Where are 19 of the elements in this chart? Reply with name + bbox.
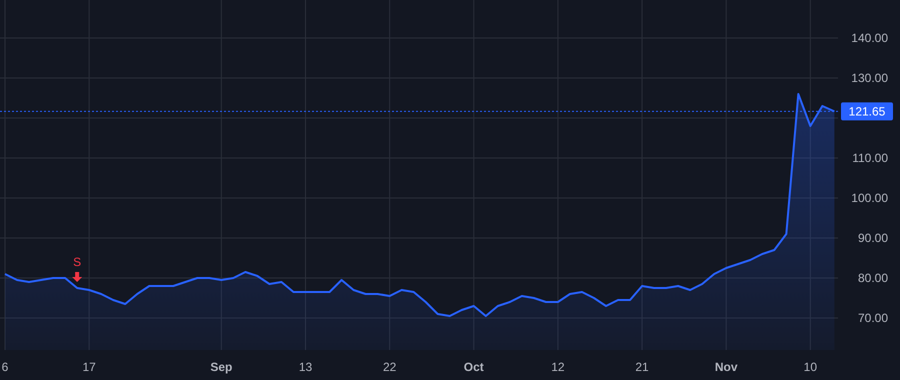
x-tick-label: Oct [464, 360, 484, 374]
y-tick-label: 130.00 [851, 71, 888, 86]
y-tick-label: 90.00 [858, 231, 888, 246]
y-tick-label: 70.00 [858, 311, 888, 326]
y-tick-label: 110.00 [852, 151, 888, 166]
x-tick-label: 10 [804, 360, 818, 374]
x-tick-label: Sep [210, 360, 232, 374]
y-tick-label: 140.00 [851, 31, 888, 46]
x-tick-label: 22 [382, 360, 397, 374]
ref-line-label: 121.65 [848, 104, 886, 119]
y-tick-label: 100.00 [851, 191, 888, 206]
x-tick-label: 6 [2, 360, 9, 374]
x-tick-label: 12 [551, 360, 565, 374]
x-tick-label: 13 [298, 360, 312, 374]
x-tick-label: 21 [635, 360, 650, 374]
x-tick-label: 17 [82, 360, 96, 374]
y-tick-label: 80.00 [858, 271, 888, 286]
annotation: S [73, 255, 82, 269]
x-tick-label: Nov [714, 360, 738, 374]
